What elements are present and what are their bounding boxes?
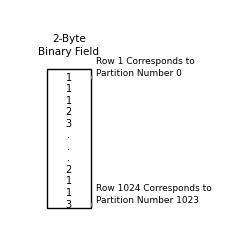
Text: 3: 3 (65, 119, 72, 129)
Text: 2: 2 (65, 107, 72, 117)
Text: .: . (67, 153, 70, 163)
Text: 2: 2 (65, 165, 72, 175)
Text: 1: 1 (65, 188, 72, 198)
Text: Row 1 Corresponds to
Partition Number 0: Row 1 Corresponds to Partition Number 0 (96, 57, 194, 78)
Text: 1: 1 (65, 96, 72, 106)
Text: 2-Byte
Binary Field: 2-Byte Binary Field (38, 34, 99, 57)
Bar (46, 69, 91, 208)
Text: 3: 3 (65, 200, 72, 210)
Text: .: . (67, 130, 70, 140)
Text: 1: 1 (65, 84, 72, 94)
Text: .: . (67, 142, 70, 152)
Text: Row 1024 Corresponds to
Partition Number 1023: Row 1024 Corresponds to Partition Number… (96, 184, 211, 205)
Text: 1: 1 (65, 176, 72, 186)
Text: 1: 1 (65, 72, 72, 83)
